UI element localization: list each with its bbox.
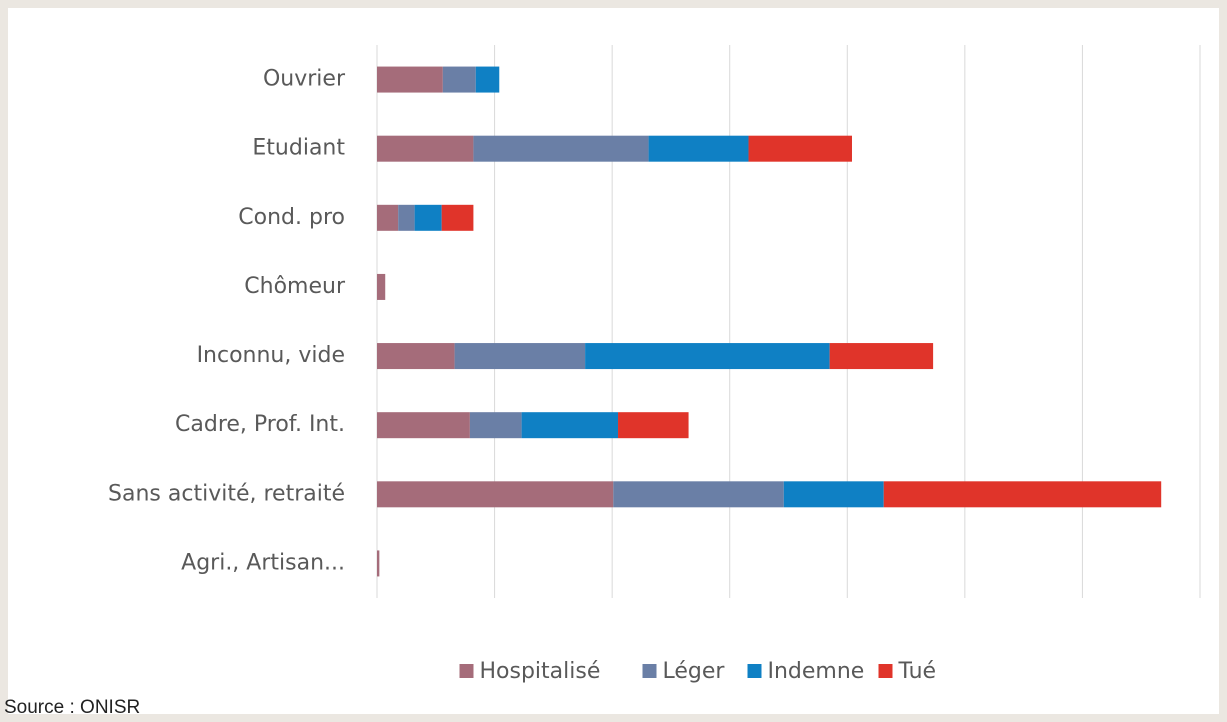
bar-segment <box>783 481 884 508</box>
bar-segment <box>618 412 689 439</box>
bar-segment <box>473 135 649 162</box>
bar-segment <box>613 481 784 508</box>
bar-segment <box>883 481 1162 508</box>
bar-segment <box>398 204 415 231</box>
legend-label: Tué <box>898 659 937 684</box>
source-note: Source : ONISR <box>4 697 140 718</box>
legend-swatch <box>642 664 657 678</box>
bar-segment <box>377 135 474 162</box>
y-tick-label: Cond. pro <box>238 205 345 230</box>
bar-segment <box>829 343 934 370</box>
bar-segment <box>475 66 500 93</box>
bar-segment <box>377 481 614 508</box>
bar-segment <box>377 550 380 577</box>
legend-label: Léger <box>663 659 726 684</box>
legend-swatch <box>878 664 893 678</box>
y-tick-label: Ouvrier <box>263 67 346 92</box>
bar-segment <box>377 412 470 439</box>
legend-label: Indemne <box>768 659 865 684</box>
y-tick-label: Cadre, Prof. Int. <box>175 412 345 437</box>
bar-segment <box>441 204 474 231</box>
y-tick-label: Agri., Artisan... <box>181 550 345 575</box>
bar-segment <box>648 135 749 162</box>
bar-segment <box>521 412 619 439</box>
legend-swatch <box>459 664 474 678</box>
legend-label: Hospitalisé <box>480 659 601 684</box>
bar-segment <box>454 343 586 370</box>
bar-segment <box>377 343 455 370</box>
y-tick-label: Sans activité, retraité <box>108 481 345 506</box>
bar-segment <box>377 273 386 300</box>
bar-segment <box>442 66 476 93</box>
bar-segment <box>585 343 830 370</box>
bar-segment <box>469 412 522 439</box>
y-tick-label: Inconnu, vide <box>197 343 345 368</box>
bar-segment <box>748 135 852 162</box>
bar-segment <box>377 66 443 93</box>
bar-segment <box>377 204 399 231</box>
bar-segment <box>414 204 442 231</box>
y-tick-label: Etudiant <box>252 136 345 161</box>
y-tick-label: Chômeur <box>244 274 346 299</box>
legend-swatch <box>747 664 762 678</box>
